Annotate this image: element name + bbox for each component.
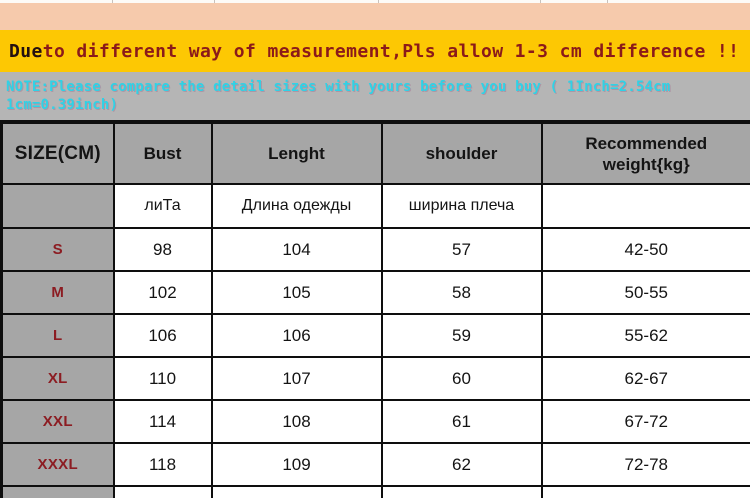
- col-header-shoulder: shoulder: [380, 121, 543, 185]
- cropped-cell: [540, 485, 750, 498]
- subheader-size: [0, 183, 115, 229]
- note-line-2: 1cm=0.39inch): [6, 97, 119, 113]
- shoulder-value: 57: [380, 227, 543, 272]
- length-value: 106: [210, 313, 383, 358]
- banner-warning-text: to different way of measurement,Pls allo…: [42, 40, 740, 62]
- size-label: M: [0, 270, 115, 315]
- bust-value: 110: [112, 356, 213, 401]
- cropped-cell: [210, 485, 383, 498]
- size-label: XL: [0, 356, 115, 401]
- subheader-shoulder-ru: ширина плеча: [380, 183, 543, 229]
- weight-range: 62-67: [540, 356, 750, 401]
- shoulder-value: 62: [380, 442, 543, 487]
- weight-range: 42-50: [540, 227, 750, 272]
- table-subheader-row: лиТа Длина одежды ширина плеча: [0, 183, 750, 229]
- table-header-row: SIZE(CM) Bust Lenght shoulder Recommende…: [0, 121, 750, 185]
- bust-value: 102: [112, 270, 213, 315]
- weight-range: 67-72: [540, 399, 750, 444]
- banner-due-word: Due: [9, 40, 43, 62]
- subheader-weight: [540, 183, 750, 229]
- subheader-bust-ru: лиТа: [112, 183, 213, 229]
- table-row-xxl: XXL 114 108 61 67-72: [0, 399, 750, 444]
- size-label: S: [0, 227, 115, 272]
- subheader-length-ru: Длина одежды: [210, 183, 383, 229]
- bust-value: 118: [112, 442, 213, 487]
- weight-range: 72-78: [540, 442, 750, 487]
- cropped-cell: [112, 485, 213, 498]
- shoulder-value: 60: [380, 356, 543, 401]
- table-row-xl: XL 110 107 60 62-67: [0, 356, 750, 401]
- table-row-l: L 106 106 59 55-62: [0, 313, 750, 358]
- bust-value: 106: [112, 313, 213, 358]
- size-label: L: [0, 313, 115, 358]
- length-value: 107: [210, 356, 383, 401]
- cropped-size-cell: [0, 485, 115, 498]
- remnant-gridline: [214, 0, 215, 3]
- length-value: 104: [210, 227, 383, 272]
- note-strip: NOTE:Please compare the detail sizes wit…: [0, 72, 750, 120]
- length-value: 109: [210, 442, 383, 487]
- remnant-gridline: [112, 0, 113, 3]
- col-header-bust: Bust: [112, 121, 213, 185]
- table-row-m: M 102 105 58 50-55: [0, 270, 750, 315]
- col-header-length: Lenght: [210, 121, 383, 185]
- length-value: 108: [210, 399, 383, 444]
- remnant-gridline: [378, 0, 379, 3]
- cropped-table-remnant: [0, 0, 750, 3]
- measurement-warning-banner: Due to different way of measurement,Pls …: [0, 30, 750, 72]
- remnant-gridline: [540, 0, 541, 3]
- bust-value: 114: [112, 399, 213, 444]
- table-row-cropped: [0, 485, 750, 498]
- size-label: XXXL: [0, 442, 115, 487]
- shoulder-value: 58: [380, 270, 543, 315]
- length-value: 105: [210, 270, 383, 315]
- weight-range: 55-62: [540, 313, 750, 358]
- table-row-s: S 98 104 57 42-50: [0, 227, 750, 272]
- weight-range: 50-55: [540, 270, 750, 315]
- col-header-size-cm: SIZE(CM): [0, 121, 115, 185]
- col-header-recommended-weight: Recommended weight{kg}: [540, 121, 750, 185]
- note-line-1: NOTE:Please compare the detail sizes wit…: [6, 79, 671, 95]
- peach-divider-strip: [0, 3, 750, 30]
- cropped-cell: [380, 485, 543, 498]
- remnant-gridline: [607, 0, 608, 3]
- shoulder-value: 61: [380, 399, 543, 444]
- table-row-xxxl: XXXL 118 109 62 72-78: [0, 442, 750, 487]
- bust-value: 98: [112, 227, 213, 272]
- size-table: SIZE(CM) Bust Lenght shoulder Recommende…: [0, 120, 750, 498]
- shoulder-value: 59: [380, 313, 543, 358]
- size-label: XXL: [0, 399, 115, 444]
